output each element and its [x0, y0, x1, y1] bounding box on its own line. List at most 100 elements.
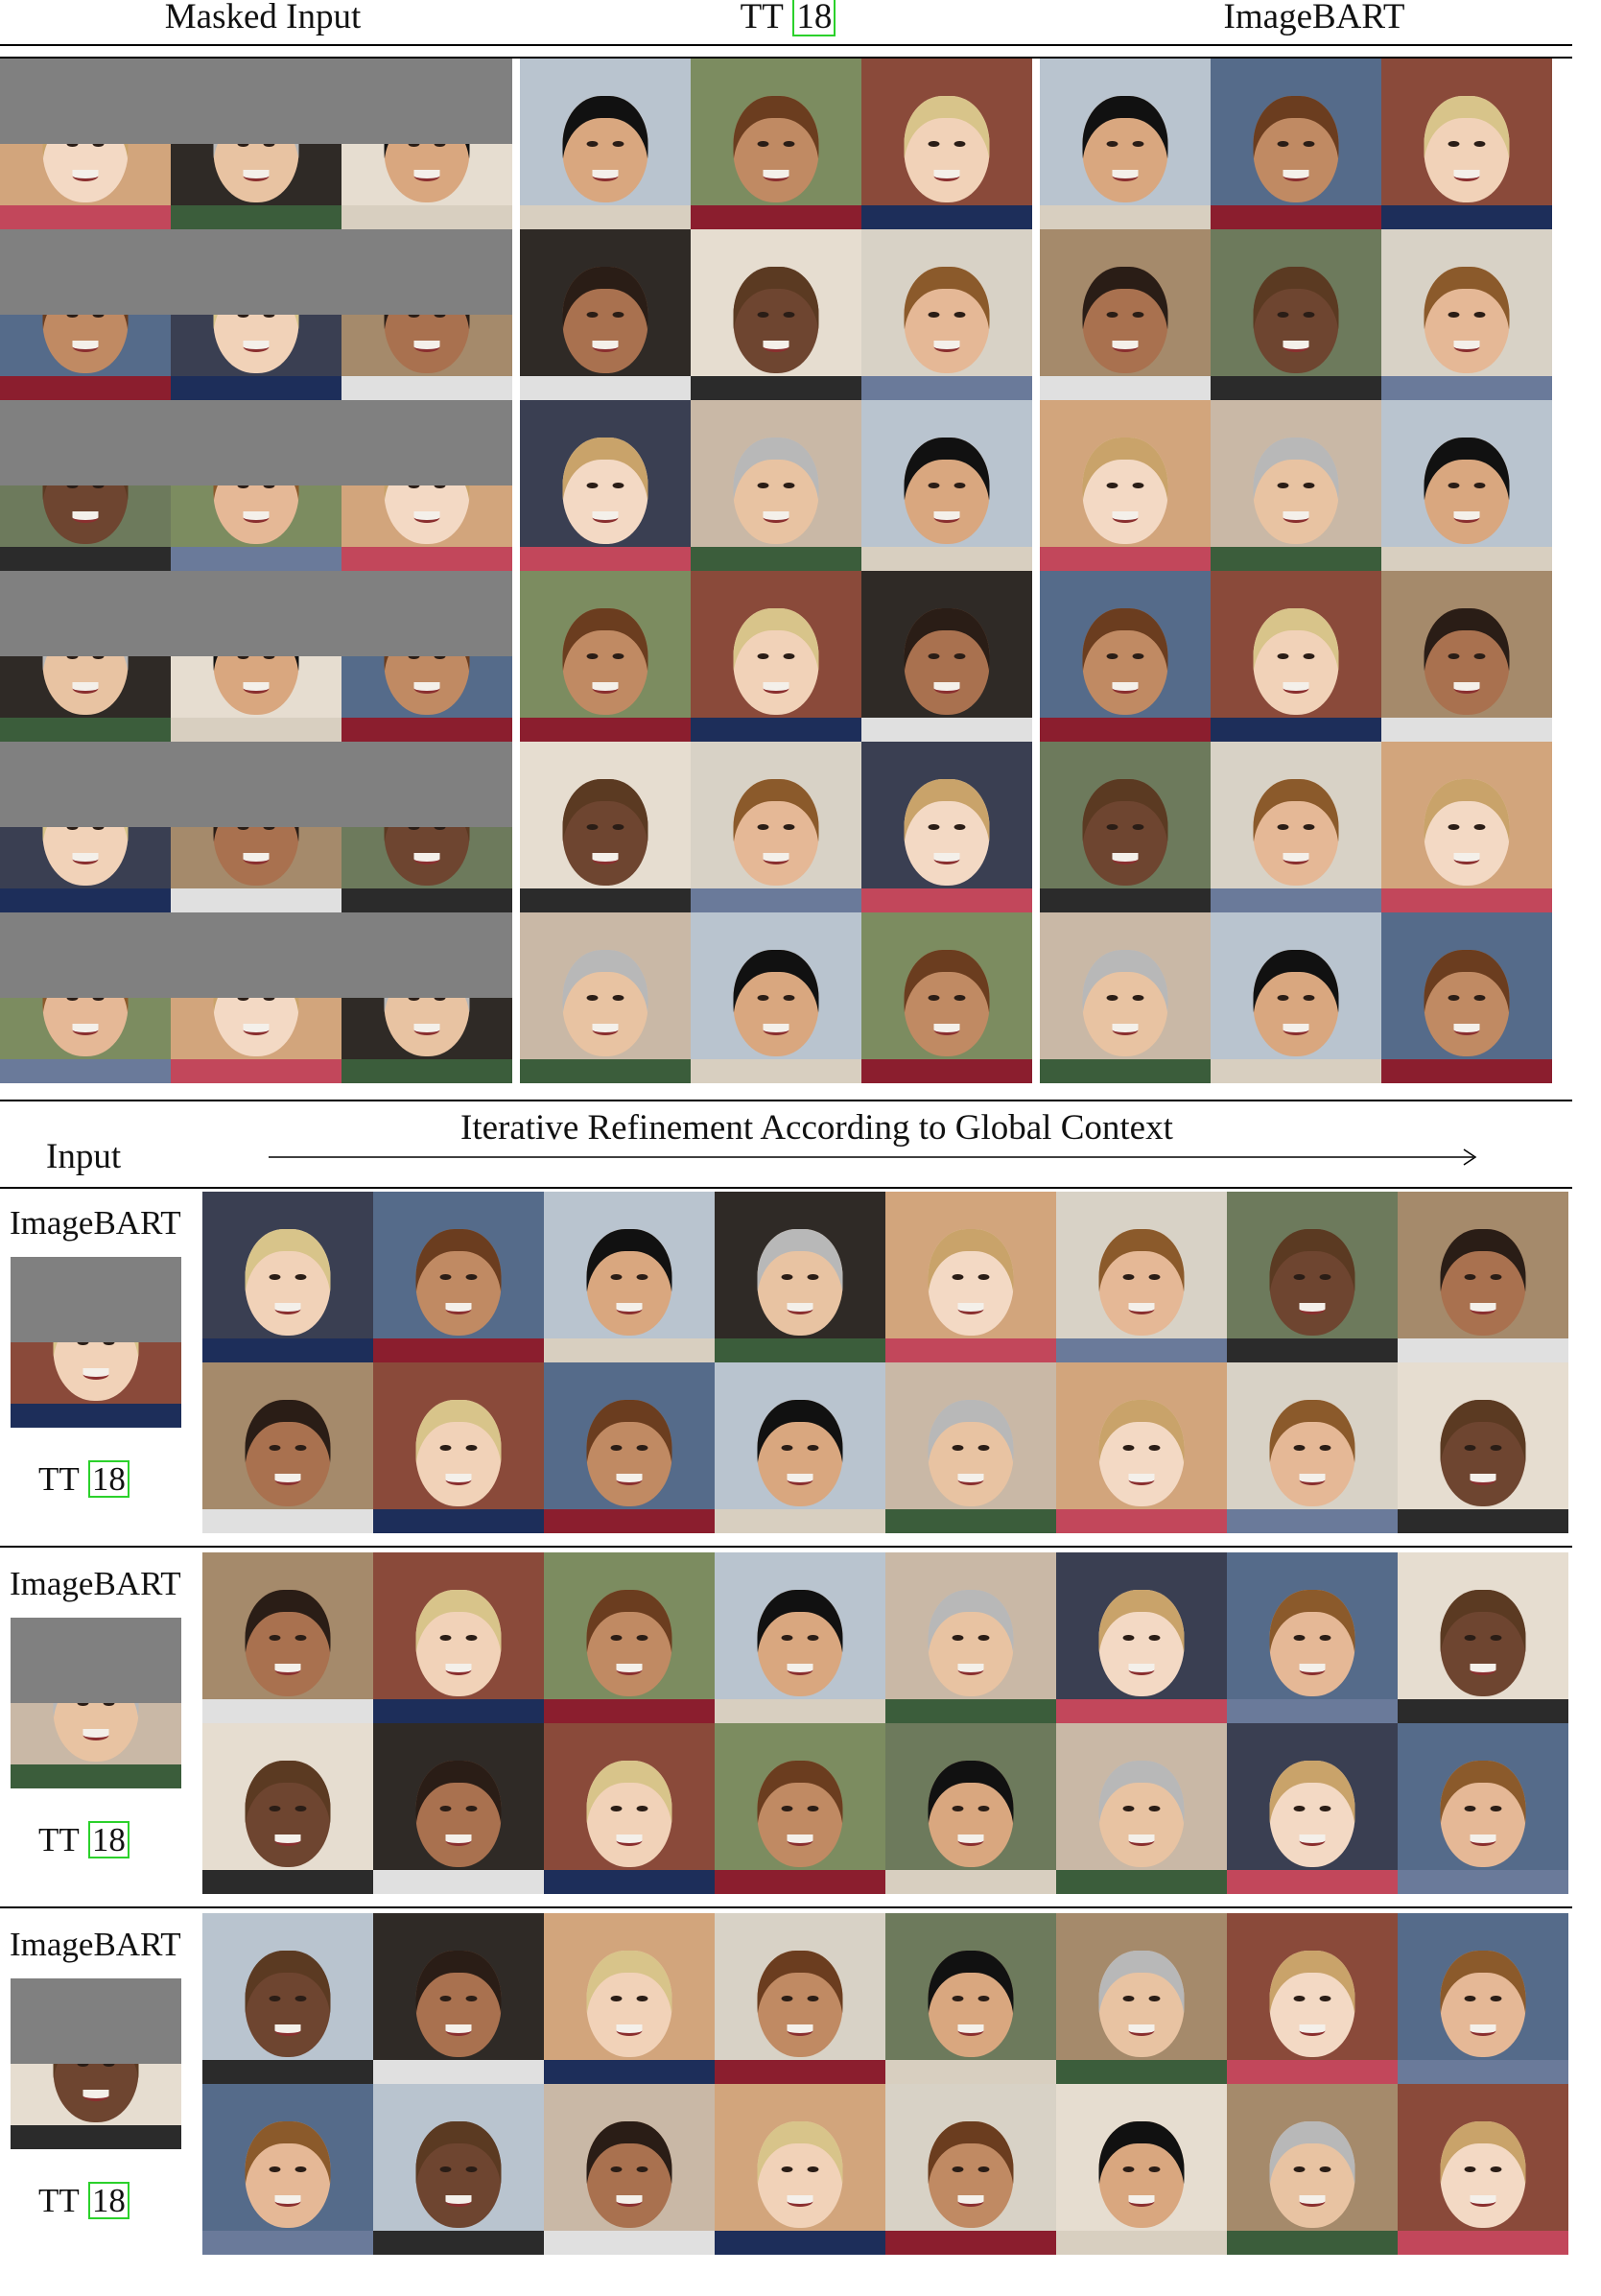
citation-link[interactable]: 18 [87, 2182, 129, 2219]
imagebart-result-thumbnail [1211, 571, 1381, 742]
imagebart-refinement-step [544, 1552, 715, 1723]
imagebart-refinement-step [715, 1552, 885, 1723]
imagebart-result-thumbnail [1381, 400, 1552, 571]
tt-result-thumbnail [520, 59, 691, 229]
imagebart-refinement-step [1056, 1192, 1227, 1362]
tt-refinement-step [1056, 1362, 1227, 1533]
tt-refinement-step [202, 1723, 373, 1894]
header-tt-prefix: TT [740, 0, 784, 36]
group-rule [0, 1906, 1572, 1908]
top-grid-rule [0, 57, 1572, 59]
mask-region [0, 400, 512, 485]
tt-refinement-step [1398, 2084, 1568, 2255]
imagebart-result-thumbnail [1381, 912, 1552, 1083]
imagebart-refinement-step [544, 1192, 715, 1362]
refinement-top-rule [0, 1100, 1572, 1101]
refinement-header-rule [0, 1187, 1572, 1189]
imagebart-result-thumbnail [1211, 400, 1381, 571]
tt-refinement-step [885, 2084, 1056, 2255]
imagebart-result-thumbnail [1381, 59, 1552, 229]
tt-result-thumbnail [520, 571, 691, 742]
imagebart-refinement-step [715, 1913, 885, 2084]
imagebart-refinement-step [1227, 1192, 1398, 1362]
tt-result-thumbnail [861, 912, 1032, 1083]
refinement-input-thumbnail [11, 1618, 181, 1788]
tt-refinement-step [1056, 2084, 1227, 2255]
tt-refinement-step [1227, 1362, 1398, 1533]
tt-result-thumbnail [861, 571, 1032, 742]
imagebart-refinement-step [544, 1913, 715, 2084]
imagebart-refinement-step [885, 1192, 1056, 1362]
imagebart-refinement-step [1056, 1913, 1227, 2084]
tt-refinement-step [202, 2084, 373, 2255]
row-label-imagebart: ImageBART [10, 1926, 181, 1963]
mask-region [0, 742, 512, 827]
top-rule [0, 44, 1572, 46]
imagebart-refinement-step [885, 1552, 1056, 1723]
tt-result-thumbnail [691, 912, 861, 1083]
tt-refinement-step [1398, 1723, 1568, 1894]
mask-region [0, 912, 512, 998]
mask-region [0, 571, 512, 656]
tt-refinement-step [715, 1362, 885, 1533]
imagebart-result-thumbnail [1381, 229, 1552, 400]
imagebart-result-thumbnail [1381, 571, 1552, 742]
header-imagebart: ImageBART [1223, 0, 1405, 36]
imagebart-result-thumbnail [1040, 229, 1211, 400]
tt-refinement-step [885, 1723, 1056, 1894]
tt-refinement-step [1227, 2084, 1398, 2255]
row-label-tt: TT [38, 1821, 87, 1858]
tt-refinement-step [373, 2084, 544, 2255]
header-masked-input: Masked Input [164, 0, 362, 36]
tt-result-thumbnail [520, 742, 691, 912]
citation-link[interactable]: 18 [792, 0, 836, 36]
tt-refinement-step [544, 1723, 715, 1894]
imagebart-refinement-step [1398, 1552, 1568, 1723]
citation-link[interactable]: 18 [87, 1821, 129, 1858]
imagebart-result-thumbnail [1040, 912, 1211, 1083]
mask-region [0, 59, 512, 144]
tt-refinement-step [1227, 1723, 1398, 1894]
imagebart-refinement-step [1398, 1192, 1568, 1362]
tt-refinement-step [544, 1362, 715, 1533]
tt-refinement-step [373, 1723, 544, 1894]
imagebart-refinement-step [1227, 1913, 1398, 2084]
imagebart-result-thumbnail [1211, 912, 1381, 1083]
header-tt: TT 18 [526, 0, 1051, 37]
imagebart-refinement-step [1056, 1552, 1227, 1723]
row-label-tt: TT [38, 1460, 87, 1498]
tt-refinement-step [715, 2084, 885, 2255]
tt-result-thumbnail [861, 400, 1032, 571]
imagebart-result-thumbnail [1040, 400, 1211, 571]
tt-refinement-step [885, 1362, 1056, 1533]
imagebart-refinement-step [202, 1552, 373, 1723]
tt-result-thumbnail [520, 400, 691, 571]
refinement-input-thumbnail [11, 1978, 181, 2149]
imagebart-refinement-step [373, 1913, 544, 2084]
tt-result-thumbnail [691, 742, 861, 912]
imagebart-refinement-step [373, 1192, 544, 1362]
group-rule [0, 1546, 1572, 1548]
citation-link[interactable]: 18 [87, 1460, 129, 1498]
row-label-tt: TT [38, 2182, 87, 2219]
imagebart-refinement-step [373, 1552, 544, 1723]
tt-refinement-step [1398, 1362, 1568, 1533]
input-column-label: Input [46, 1137, 122, 1176]
tt-result-thumbnail [861, 229, 1032, 400]
imagebart-result-thumbnail [1381, 742, 1552, 912]
imagebart-refinement-step [202, 1192, 373, 1362]
imagebart-result-thumbnail [1211, 742, 1381, 912]
progression-arrow [269, 1148, 1477, 1166]
refinement-input-thumbnail [11, 1257, 181, 1428]
refinement-title: Iterative Refinement According to Global… [460, 1108, 1173, 1148]
tt-result-thumbnail [520, 912, 691, 1083]
tt-refinement-step [544, 2084, 715, 2255]
imagebart-refinement-step [202, 1913, 373, 2084]
tt-result-thumbnail [691, 229, 861, 400]
tt-refinement-step [1056, 1723, 1227, 1894]
tt-refinement-step [202, 1362, 373, 1533]
imagebart-result-thumbnail [1040, 571, 1211, 742]
tt-result-thumbnail [691, 59, 861, 229]
imagebart-result-thumbnail [1211, 229, 1381, 400]
imagebart-result-thumbnail [1211, 59, 1381, 229]
